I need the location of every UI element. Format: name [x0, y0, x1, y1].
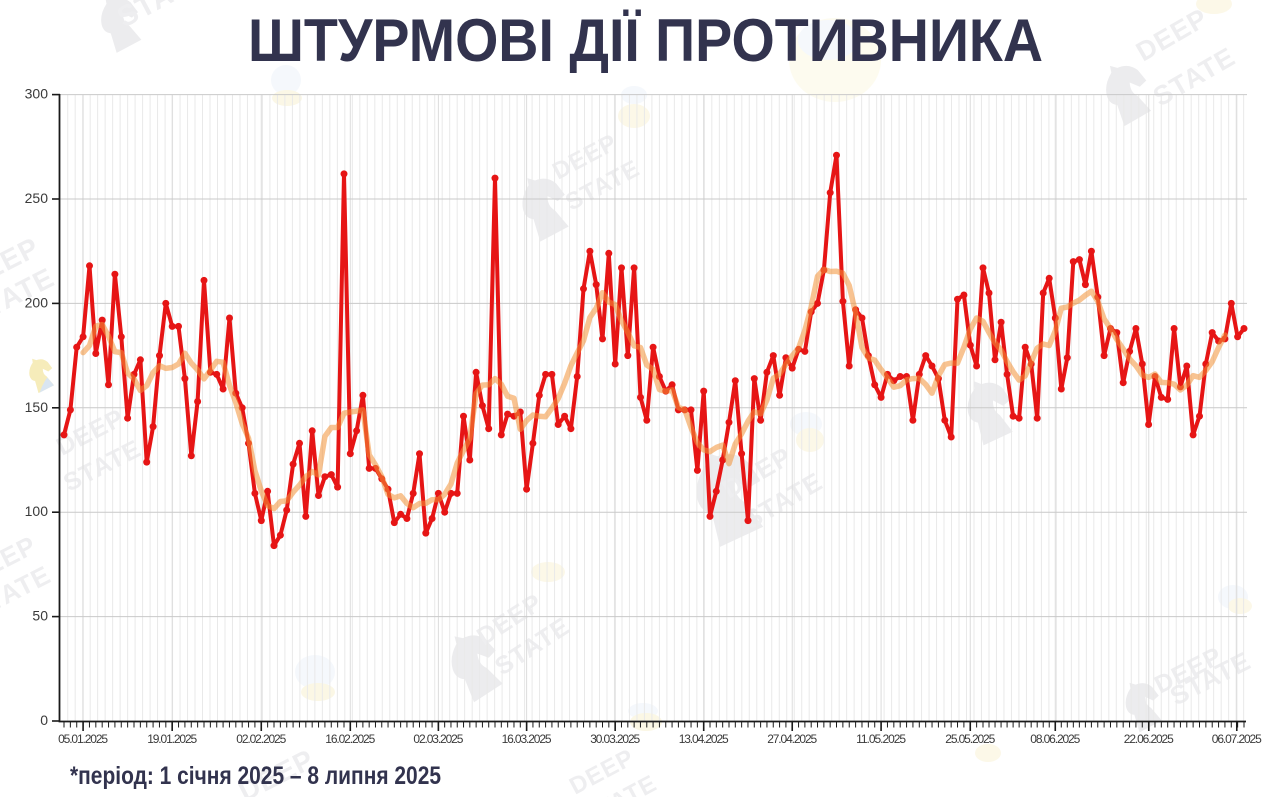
svg-text:02.02.2025: 02.02.2025	[236, 732, 286, 746]
svg-text:27.04.2025: 27.04.2025	[767, 732, 817, 746]
svg-text:19.01.2025: 19.01.2025	[147, 732, 197, 746]
svg-text:13.04.2025: 13.04.2025	[679, 732, 729, 746]
svg-text:11.05.2025: 11.05.2025	[856, 732, 906, 746]
svg-text:0: 0	[40, 712, 48, 728]
svg-text:16.02.2025: 16.02.2025	[325, 732, 375, 746]
svg-text:200: 200	[25, 294, 49, 310]
svg-text:22.06.2025: 22.06.2025	[1124, 732, 1174, 746]
svg-text:30.03.2025: 30.03.2025	[590, 732, 640, 746]
svg-text:05.01.2025: 05.01.2025	[58, 732, 108, 746]
svg-text:*період: 1 січня 2025 – 8 липн: *період: 1 січня 2025 – 8 липня 2025	[70, 762, 441, 790]
svg-text:25.05.2025: 25.05.2025	[945, 732, 995, 746]
svg-text:06.07.2025: 06.07.2025	[1212, 732, 1262, 746]
svg-text:150: 150	[25, 399, 49, 415]
svg-text:250: 250	[25, 190, 49, 206]
svg-text:100: 100	[25, 503, 49, 519]
svg-text:08.06.2025: 08.06.2025	[1030, 732, 1080, 746]
svg-text:16.03.2025: 16.03.2025	[502, 732, 552, 746]
svg-text:ШТУРМОВІ ДІЇ ПРОТИВНИКА: ШТУРМОВІ ДІЇ ПРОТИВНИКА	[248, 7, 1043, 74]
svg-text:02.03.2025: 02.03.2025	[413, 732, 463, 746]
svg-text:50: 50	[32, 608, 48, 624]
svg-text:300: 300	[25, 86, 49, 102]
